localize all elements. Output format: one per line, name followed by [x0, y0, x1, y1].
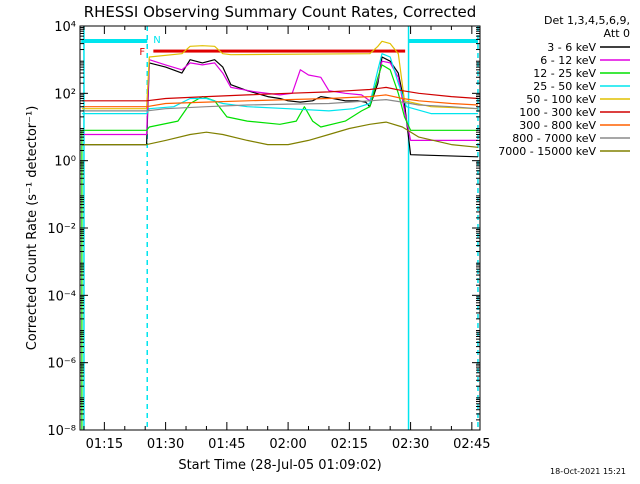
legend-label-0: 3 - 6 keV	[547, 41, 596, 54]
series-line-7	[81, 99, 479, 112]
x-tick-label-3: 02:00	[269, 437, 306, 452]
y-tick-label-3: 10⁻²	[47, 222, 76, 237]
legend-header-line-1: Att 0	[604, 27, 630, 40]
y-tick-label-5: 10²	[54, 87, 76, 102]
legend-label-4: 50 - 100 keV	[526, 93, 596, 106]
series-layer	[81, 40, 479, 158]
y-axis-label: Corrected Count Rate (s⁻¹ detector⁻¹)	[25, 106, 40, 351]
chart-title: RHESSI Observing Summary Count Rates, Co…	[84, 3, 477, 21]
legend-label-8: 7000 - 15000 keV	[498, 145, 596, 158]
legend-label-7: 800 - 7000 keV	[512, 132, 596, 145]
x-tick-label-0: 01:15	[86, 437, 123, 452]
night-span-0	[81, 39, 148, 43]
timestamp: 18-Oct-2021 15:21	[550, 467, 626, 476]
y-tick-label-4: 10⁰	[54, 155, 76, 170]
series-line-2	[81, 64, 478, 131]
night-flag-label: N	[153, 35, 160, 46]
series-line-4	[81, 40, 479, 110]
x-axis-label: Start Time (28-Jul-05 01:09:02)	[178, 458, 381, 473]
flare-flag-bar	[153, 49, 406, 53]
series-line-8	[81, 121, 479, 148]
legend-label-3: 25 - 50 keV	[533, 80, 596, 93]
y-tick-label-0: 10⁻⁸	[47, 424, 76, 439]
legend-label-5: 100 - 300 keV	[519, 106, 596, 119]
legend-label-2: 12 - 25 keV	[533, 67, 596, 80]
x-tick-label-1: 01:30	[147, 437, 184, 452]
x-tick-label-5: 02:30	[392, 437, 429, 452]
series-line-1	[81, 59, 478, 141]
night-span-1	[408, 39, 478, 43]
series-line-5	[81, 86, 479, 102]
x-tick-label-2: 01:45	[208, 437, 245, 452]
series-line-6	[81, 94, 479, 108]
axes-layer: 10⁻⁸ 10⁻⁶ 10⁻⁴ 10⁻² 10⁰ 10² 10⁴ 01:15 01:30 01:45…	[47, 20, 490, 452]
x-tick-label-4: 02:15	[331, 437, 368, 452]
y-tick-label-1: 10⁻⁶	[47, 357, 76, 372]
legend-header-line-0: Det 1,3,4,5,6,9,	[544, 14, 630, 27]
legend-label-1: 6 - 12 keV	[540, 54, 596, 67]
series-line-0	[81, 56, 479, 158]
x-tick-label-6: 02:45	[453, 437, 490, 452]
series-line-3	[81, 53, 478, 115]
y-tick-label-6: 10⁴	[54, 20, 76, 35]
flare-flag-label: F	[139, 47, 145, 58]
legend-label-6: 300 - 800 keV	[519, 119, 596, 132]
y-tick-label-2: 10⁻⁴	[47, 289, 76, 304]
